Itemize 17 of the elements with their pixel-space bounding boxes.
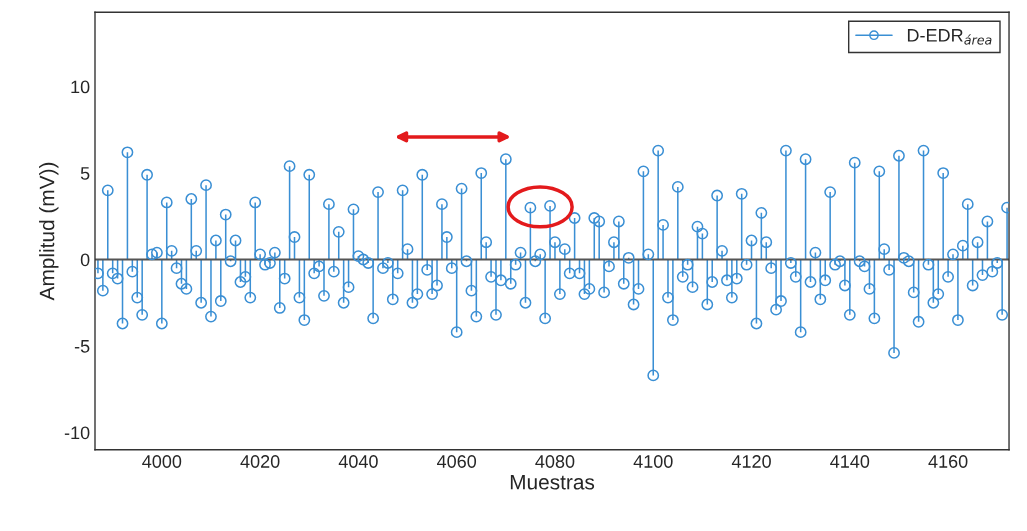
x-tick-label: 4020 bbox=[240, 455, 280, 468]
x-tick-label: 4060 bbox=[437, 455, 477, 468]
x-tick-label: 4000 bbox=[142, 455, 182, 468]
x-tick-label: 4120 bbox=[731, 455, 771, 468]
x-axis-title: Muestras bbox=[510, 474, 595, 490]
legend-label: D-EDR$_{área}$ bbox=[907, 29, 992, 45]
x-tick-label: 4080 bbox=[535, 455, 575, 468]
y-tick-label: 10 bbox=[71, 80, 90, 94]
y-tick-label: -10 bbox=[64, 426, 90, 440]
x-tick-label: 4100 bbox=[633, 455, 673, 468]
y-tick-label: -5 bbox=[74, 340, 90, 353]
x-tick-label: 4040 bbox=[338, 455, 378, 468]
y-tick-label: 0 bbox=[80, 253, 90, 267]
y-axis-title: Amplitud (mV)) bbox=[39, 162, 59, 301]
x-tick-label: 4140 bbox=[830, 455, 870, 468]
x-tick-label: 4160 bbox=[928, 455, 968, 468]
y-tick-label: 5 bbox=[80, 167, 90, 180]
